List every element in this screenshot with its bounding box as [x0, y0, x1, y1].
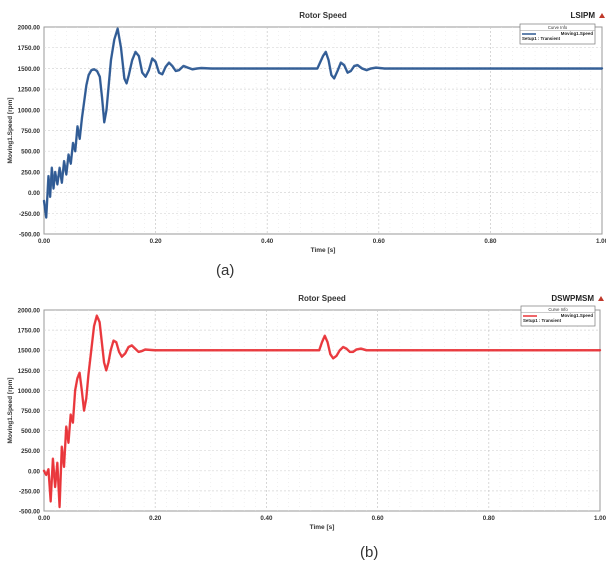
chart-panel-a: -500.00 -250.00 0.00 250.00 500.00 750.00 1000… — [7, 11, 606, 279]
chart-a-ytick-label: 750.00 — [21, 128, 40, 135]
chart-b-legend-entry: Moving1.Speed — [561, 313, 594, 318]
chart-a-ytick-label: 2000.00 — [18, 25, 41, 32]
chart-a-xtick-label: 0.00 — [38, 238, 51, 245]
chart-b-xtick-label: 0.40 — [260, 515, 273, 522]
chart-a-caption: (a) — [216, 262, 235, 279]
chart-a-corner-label: LSIPM — [571, 11, 596, 20]
chart-b-ytick-label: 500.00 — [21, 428, 40, 435]
chart-b-corner-label: DSWPMSM — [551, 294, 594, 303]
chart-a-xtick-label: 0.60 — [373, 238, 386, 245]
chart-a-ytick-label: -250.00 — [19, 211, 41, 218]
chart-a-series-line-overlay — [43, 28, 602, 219]
chart-b-ytick-label: 1750.00 — [18, 328, 41, 335]
chart-b-corner-marker — [598, 296, 604, 301]
chart-a-ytick-label: 500.00 — [21, 149, 40, 156]
chart-a-xlabel: Time [s] — [311, 247, 336, 254]
chart-b-ylabel: Moving1.Speed [rpm] — [7, 377, 14, 443]
chart-b-xtick-label: 1.00 — [594, 515, 606, 522]
chart-a-ytick-label: -500.00 — [19, 232, 41, 239]
chart-a-xtick-label: 0.40 — [261, 238, 274, 245]
chart-b-title: Rotor Speed — [298, 294, 346, 303]
chart-a-legend-box — [519, 23, 596, 45]
chart-a-ytick-label: 1500.00 — [18, 66, 41, 73]
chart-a-corner-marker — [599, 13, 605, 18]
chart-b-xtick-label: 0.80 — [483, 515, 496, 522]
chart-b-xtick-label: 0.60 — [372, 515, 385, 522]
chart-a-xtick-label: 0.80 — [484, 238, 497, 245]
chart-b-ytick-label: 250.00 — [21, 448, 40, 455]
chart-b-ytick-label: 1250.00 — [18, 368, 41, 375]
chart-b-ytick-label: 0.00 — [28, 468, 41, 475]
chart-b-caption: (b) — [360, 544, 379, 561]
chart-b-xtick-label: 0.00 — [38, 515, 51, 522]
chart-b-ytick-label: 1000.00 — [18, 388, 41, 395]
chart-a-xtick-label: 1.00 — [596, 238, 606, 245]
chart-b-legend-header: Curve Info — [548, 307, 568, 312]
chart-b-legend-box — [520, 305, 596, 327]
chart-b-svg: -500.00 -250.00 0.00 250.00 500.00 750.00 1000… — [7, 294, 606, 531]
chart-a-xtick-label: 0.20 — [150, 238, 163, 245]
chart-b-series-line-overlay — [43, 315, 600, 509]
chart-b-ytick-label: 750.00 — [21, 408, 40, 415]
chart-a-legend-entry-sub: Setup1 : Transient — [522, 36, 561, 41]
chart-b-ytick-label: -500.00 — [19, 509, 41, 516]
chart-a-ytick-label: 0.00 — [28, 190, 41, 197]
chart-b-legend-entry-sub: Setup1 : Transient — [523, 318, 562, 323]
chart-a-ylabel: Moving1.Speed [rpm] — [7, 97, 14, 163]
chart-a-ytick-label: 1750.00 — [18, 45, 41, 52]
chart-b-xlabel: Time [s] — [310, 524, 335, 531]
chart-b-ytick-label: -250.00 — [19, 488, 41, 495]
chart-b-ytick-label: 1500.00 — [18, 348, 41, 355]
chart-b-xtick-label: 0.20 — [149, 515, 162, 522]
chart-a-svg: -500.00 -250.00 0.00 250.00 500.00 750.00 1000… — [7, 11, 606, 254]
chart-a-ytick-label: 1000.00 — [18, 107, 41, 114]
chart-panel-b: -500.00 -250.00 0.00 250.00 500.00 750.00 1000… — [0, 285, 606, 562]
chart-a-legend-entry: Moving1.Speed — [561, 31, 594, 36]
chart-a-legend-header: Curve Info — [548, 25, 568, 30]
chart-a-ytick-label: 1250.00 — [18, 87, 41, 94]
chart-b-ytick-label: 2000.00 — [18, 308, 41, 315]
chart-a-title: Rotor Speed — [299, 11, 347, 20]
chart-a-ytick-label: 250.00 — [21, 169, 40, 176]
